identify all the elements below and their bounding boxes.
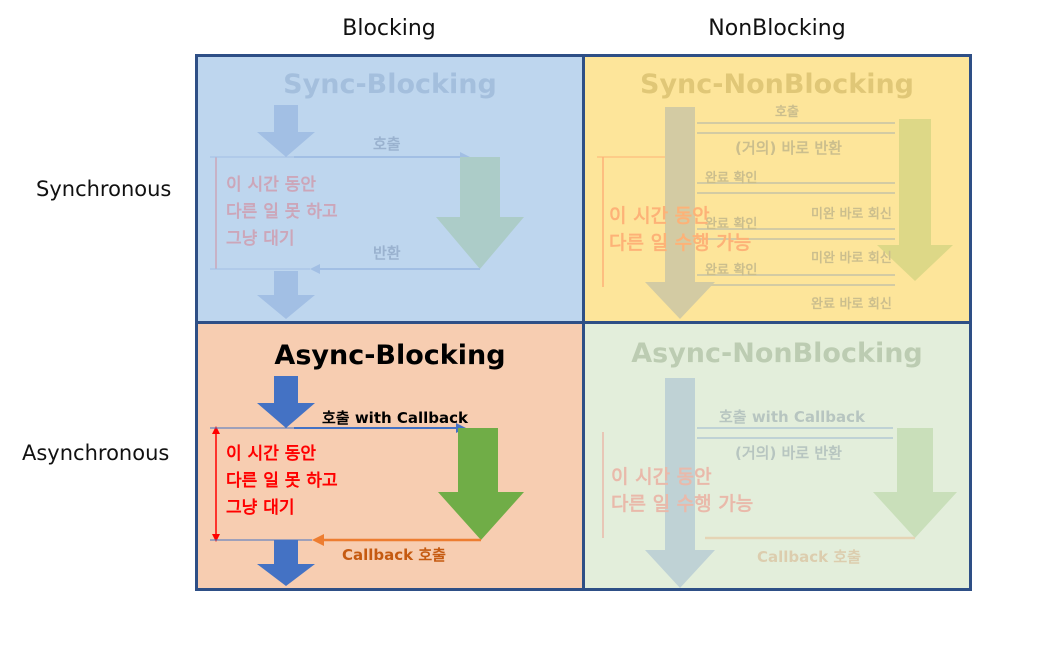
quadrant-title: Sync-NonBlocking <box>640 69 914 100</box>
sync-nonblocking-flow-diagram <box>597 107 953 319</box>
callee-arrow <box>438 428 524 540</box>
quadrant-sync-nonblocking: Sync-NonBlocking 호출 (거의) 바로 반환 완료 확인 미완 … <box>582 54 972 324</box>
callback-line-head <box>312 534 324 546</box>
row-header-asynchronous: Asynchronous <box>22 441 170 465</box>
check-label-2: 완료 확인 <box>705 217 758 232</box>
return-label: 반환 <box>373 244 401 262</box>
call-with-callback-label: 호출 with Callback <box>719 408 866 426</box>
reply-label-1: 미완 바로 회신 <box>811 207 892 222</box>
caller-arrow-bottom <box>257 271 315 319</box>
quadrant-async-nonblocking: Async-NonBlocking 호출 with Callback (거의) … <box>582 321 972 591</box>
work-text: 이 시간 동안 다른 일 수행 가능 <box>611 466 754 515</box>
row-header-synchronous: Synchronous <box>36 177 172 201</box>
callback-label: Callback 호출 <box>757 548 861 566</box>
wait-text: 이 시간 동안 다른 일 못 하고 그냥 대기 <box>226 444 338 518</box>
call-label: 호출 <box>373 135 401 153</box>
return-line-head <box>310 264 320 274</box>
callee-arrow-long <box>877 119 953 281</box>
instant-return-label: (거의) 바로 반환 <box>735 444 842 462</box>
caller-arrow-long <box>645 107 715 319</box>
instant-return-label: (거의) 바로 반환 <box>735 139 842 157</box>
quadrant-sync-blocking: Sync-Blocking 호출 반환 이 시간 동안 다른 일 못 하고 그냥… <box>195 54 585 324</box>
reply-label-3: 완료 바로 회신 <box>811 297 892 312</box>
call-with-callback-label: 호출 with Callback <box>322 409 469 427</box>
wait-text: 이 시간 동안 다른 일 못 하고 그냥 대기 <box>226 175 338 249</box>
column-header-blocking: Blocking <box>342 16 436 41</box>
async-nonblocking-flow-diagram <box>602 378 957 588</box>
check-label-3: 완료 확인 <box>705 263 758 278</box>
call-label: 호출 <box>775 105 799 120</box>
quadrant-title: Async-Blocking <box>274 340 506 371</box>
async-blocking-flow-diagram <box>210 376 524 586</box>
caller-arrow-long <box>645 378 715 588</box>
call-line-head <box>460 152 470 162</box>
callee-arrow <box>436 157 524 269</box>
caller-arrow-bottom <box>257 540 315 586</box>
caller-arrow-top <box>257 376 315 428</box>
quadrant-async-blocking: Async-Blocking 호출 with Callback Callback… <box>195 321 585 591</box>
column-header-nonblocking: NonBlocking <box>708 16 846 41</box>
sync-blocking-flow-diagram <box>210 105 524 319</box>
work-text: 이 시간 동안 다른 일 수행 가능 <box>609 205 752 254</box>
reply-label-2: 미완 바로 회신 <box>811 251 892 266</box>
caller-arrow-top <box>257 105 315 157</box>
callee-arrow <box>873 428 957 538</box>
quadrant-title: Sync-Blocking <box>283 69 497 100</box>
callback-label: Callback 호출 <box>342 546 446 564</box>
quadrant-title: Async-NonBlocking <box>631 338 923 369</box>
check-label-1: 완료 확인 <box>705 171 758 186</box>
